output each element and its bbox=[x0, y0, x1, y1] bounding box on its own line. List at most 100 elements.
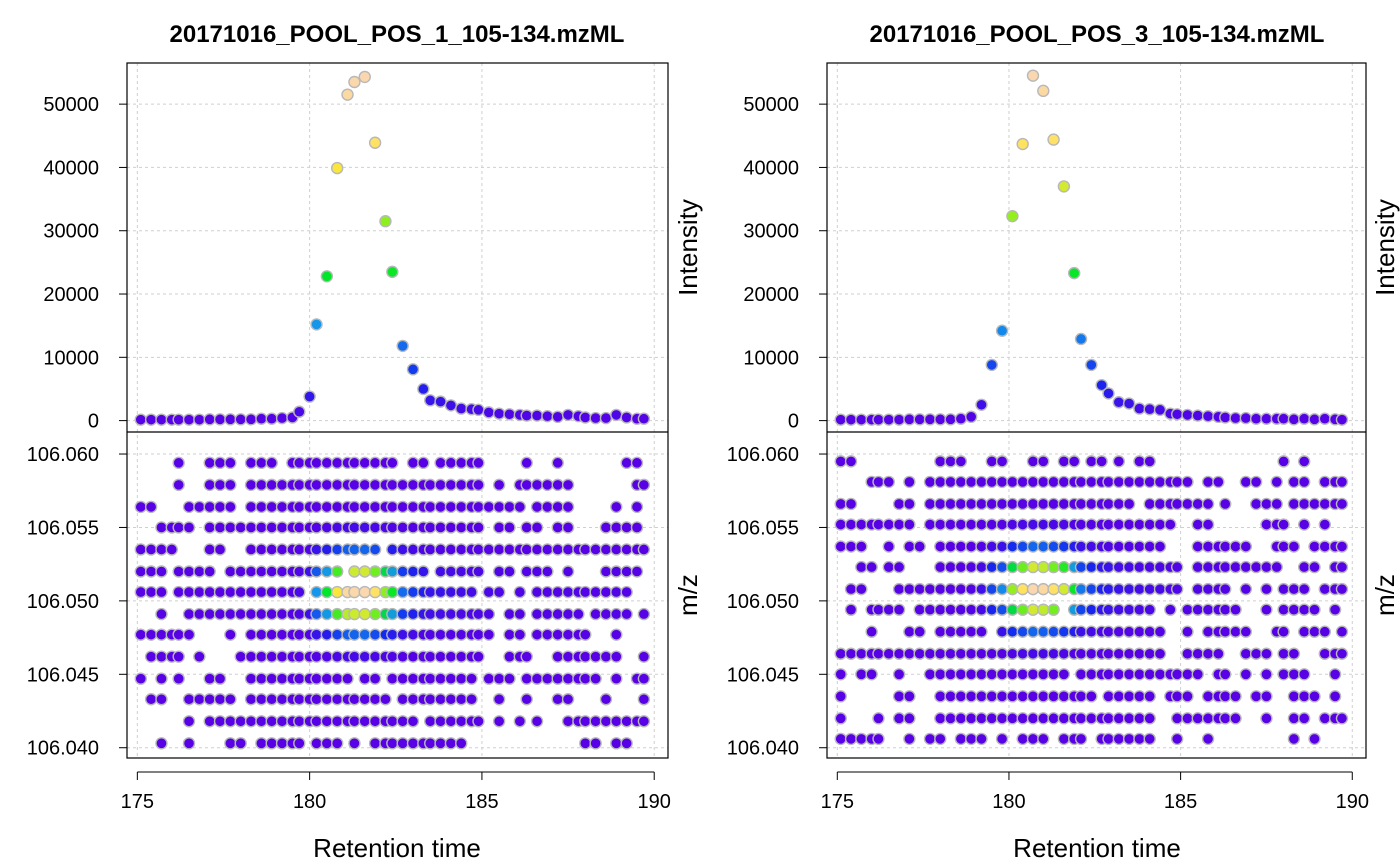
data-point bbox=[1181, 712, 1194, 725]
data-point bbox=[1006, 209, 1019, 223]
data-point bbox=[892, 582, 906, 596]
x-axis-label: Retention time bbox=[1013, 833, 1181, 863]
data-point bbox=[444, 521, 458, 534]
data-point bbox=[406, 456, 420, 470]
data-point bbox=[964, 475, 978, 489]
data-point bbox=[1133, 475, 1146, 489]
data-point bbox=[503, 543, 516, 556]
data-point bbox=[275, 737, 289, 750]
data-point bbox=[995, 582, 1009, 596]
data-point bbox=[320, 737, 334, 750]
data-point bbox=[1219, 712, 1232, 725]
data-point bbox=[293, 456, 306, 470]
data-point bbox=[417, 456, 430, 470]
data-point bbox=[172, 672, 185, 685]
data-point bbox=[1201, 732, 1215, 746]
data-point bbox=[1260, 582, 1273, 596]
data-point bbox=[1170, 690, 1184, 703]
data-point bbox=[599, 650, 613, 663]
data-point bbox=[492, 543, 506, 556]
data-point bbox=[455, 693, 468, 706]
data-point bbox=[368, 565, 382, 578]
data-point bbox=[944, 712, 957, 725]
data-point bbox=[610, 500, 623, 514]
data-point bbox=[265, 715, 278, 728]
data-point bbox=[1074, 603, 1088, 616]
data-point bbox=[144, 650, 158, 663]
data-point bbox=[1201, 497, 1215, 511]
data-point bbox=[265, 693, 278, 706]
data-point bbox=[855, 540, 868, 553]
data-point bbox=[855, 647, 868, 660]
data-point bbox=[265, 521, 278, 534]
data-point bbox=[503, 672, 516, 685]
data-point bbox=[348, 565, 361, 578]
data-point bbox=[975, 690, 988, 703]
data-point bbox=[1102, 582, 1115, 596]
data-point bbox=[193, 693, 206, 706]
data-point bbox=[1143, 403, 1156, 416]
data-point bbox=[934, 647, 947, 660]
data-point bbox=[1112, 497, 1126, 511]
data-point bbox=[444, 585, 458, 599]
data-point bbox=[455, 650, 468, 663]
data-point bbox=[386, 737, 399, 750]
data-point bbox=[954, 475, 968, 489]
data-point bbox=[1219, 625, 1232, 638]
data-point bbox=[1102, 712, 1115, 725]
data-point bbox=[386, 456, 399, 470]
data-point bbox=[964, 668, 978, 681]
data-point bbox=[985, 712, 998, 725]
data-point bbox=[620, 737, 633, 750]
data-point bbox=[1133, 647, 1146, 660]
data-point bbox=[1239, 540, 1253, 553]
data-point bbox=[1026, 540, 1040, 553]
data-point bbox=[964, 582, 978, 596]
data-point bbox=[492, 407, 506, 420]
data-point bbox=[892, 518, 906, 531]
data-point bbox=[320, 693, 334, 706]
data-point bbox=[330, 585, 344, 599]
data-point bbox=[865, 668, 878, 681]
data-point bbox=[155, 521, 168, 534]
data-point bbox=[561, 693, 575, 706]
data-point bbox=[1318, 712, 1332, 725]
data-point bbox=[964, 712, 978, 725]
data-point bbox=[975, 603, 988, 616]
data-point bbox=[417, 565, 430, 578]
data-point bbox=[1229, 625, 1242, 638]
data-point bbox=[424, 628, 437, 641]
data-point bbox=[995, 625, 1009, 638]
data-point bbox=[455, 585, 468, 599]
data-point bbox=[368, 628, 382, 641]
data-point bbox=[892, 603, 906, 616]
data-point bbox=[293, 715, 306, 728]
data-point bbox=[1037, 732, 1050, 746]
data-point bbox=[1298, 560, 1311, 574]
data-point bbox=[358, 565, 371, 578]
data-point bbox=[172, 456, 185, 470]
data-point bbox=[834, 712, 847, 725]
data-point bbox=[892, 712, 906, 725]
data-point bbox=[1298, 475, 1311, 489]
x-tick-label: 190 bbox=[638, 791, 671, 813]
data-point bbox=[599, 565, 613, 578]
data-point bbox=[541, 628, 554, 641]
data-point bbox=[844, 603, 858, 616]
data-point bbox=[386, 628, 399, 641]
data-point bbox=[1016, 475, 1029, 489]
data-point bbox=[520, 456, 533, 470]
data-point bbox=[1095, 455, 1108, 468]
data-point bbox=[265, 412, 278, 425]
data-point bbox=[396, 500, 409, 514]
y-axis-mz: 106.040 106.045 106.050 106.055 106.060 bbox=[27, 444, 127, 760]
data-point bbox=[975, 668, 988, 681]
data-point bbox=[551, 585, 564, 599]
data-point bbox=[923, 603, 937, 616]
data-point bbox=[310, 478, 323, 492]
data-point bbox=[579, 543, 592, 556]
data-point bbox=[844, 540, 858, 553]
data-point bbox=[213, 478, 227, 492]
data-point bbox=[244, 521, 258, 534]
data-point bbox=[1170, 497, 1184, 511]
